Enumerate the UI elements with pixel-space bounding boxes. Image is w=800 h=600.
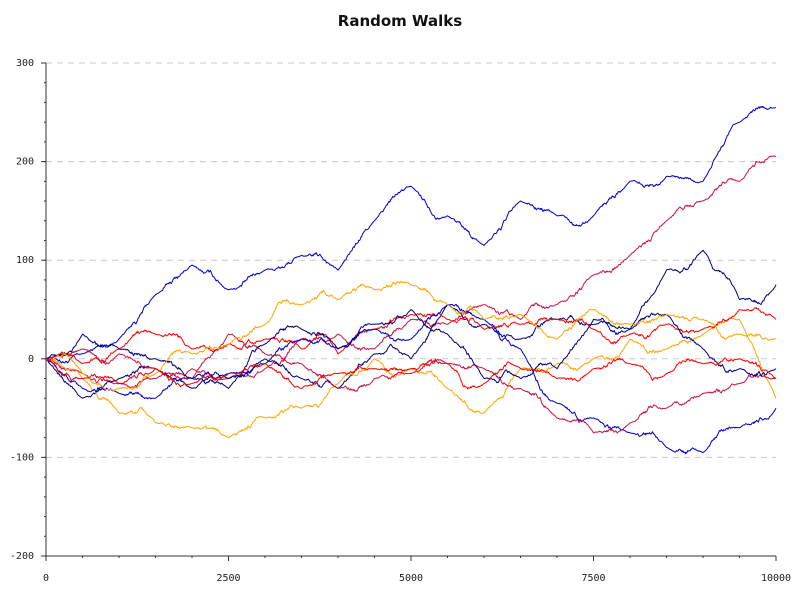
x-tick-label: 0 (43, 573, 49, 584)
series-line-6 (45, 303, 777, 455)
x-tick-label: 7500 (581, 573, 605, 584)
y-tick-label: 100 (16, 255, 34, 266)
series-line-10 (45, 357, 777, 390)
x-tick-label: 10000 (761, 573, 791, 584)
series-line-1 (46, 105, 777, 364)
y-tick-label: -100 (10, 452, 34, 463)
x-tick-label: 2500 (216, 573, 240, 584)
y-tick-label: -200 (10, 551, 34, 562)
series-line-8 (45, 309, 777, 389)
series-line-2 (45, 155, 777, 389)
series-line-5 (45, 307, 777, 365)
series-lines (45, 105, 777, 455)
y-tick-label: 200 (16, 157, 34, 168)
series-line-3 (45, 249, 777, 399)
tick-labels: 300 200 100 0 -100 -200 0 2500 5000 7500 10000 (10, 58, 791, 584)
y-tick-label: 300 (16, 58, 34, 69)
x-tick-label: 5000 (399, 573, 423, 584)
axes (41, 62, 777, 561)
y-tick-label: 0 (28, 354, 34, 365)
series-line-9 (45, 280, 777, 392)
series-line-4 (45, 317, 777, 439)
chart-title: Random Walks (337, 12, 463, 30)
